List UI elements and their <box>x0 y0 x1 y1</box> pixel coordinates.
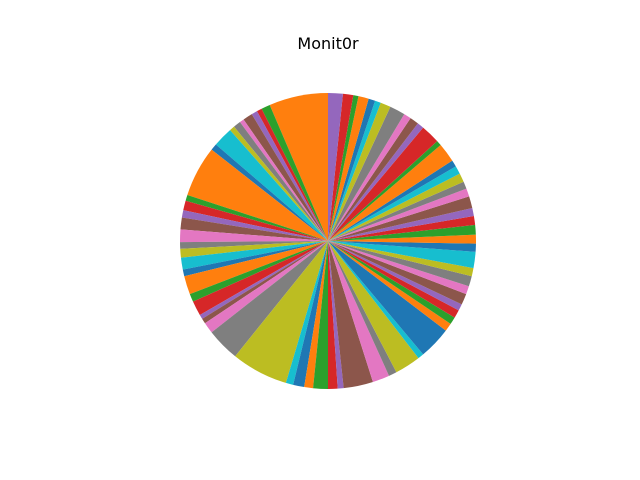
pie-slice <box>183 200 328 241</box>
pie-slice <box>328 241 474 277</box>
pie-slice <box>328 102 391 242</box>
pie-slice <box>179 229 328 243</box>
pie-slice <box>328 93 343 241</box>
pie-slice <box>328 241 455 324</box>
pie-slice <box>199 241 328 319</box>
pie-slice <box>328 216 476 241</box>
pie-slice <box>261 104 328 242</box>
pie-slice <box>328 106 405 241</box>
pie-slice <box>304 241 328 389</box>
pie-slice <box>328 207 474 241</box>
pie-slice <box>328 241 419 373</box>
pie-slice <box>328 98 376 241</box>
pie-slice <box>328 241 467 305</box>
pie-slice <box>328 241 424 359</box>
pie-slice <box>328 241 397 376</box>
pie-slice <box>180 241 328 270</box>
pie-slice <box>204 241 328 333</box>
pie-slice <box>328 241 476 252</box>
pie-slice <box>182 241 328 277</box>
pie-slice <box>184 241 328 295</box>
pie-slices <box>179 93 477 389</box>
pie-slice <box>181 210 328 241</box>
pie-slice <box>328 181 467 241</box>
pie-slice <box>328 241 446 355</box>
pie-slice <box>328 166 460 241</box>
pie-slice <box>193 241 328 315</box>
pie-slice <box>215 130 328 241</box>
chart-title: Monit0r <box>297 34 359 53</box>
pie-slice <box>285 241 328 385</box>
pie-slice <box>239 119 328 241</box>
pie-slice <box>328 114 411 241</box>
pie-slice <box>328 241 472 287</box>
pie-slice <box>211 144 328 241</box>
pie-slice <box>328 173 464 241</box>
pie-slice <box>328 100 381 241</box>
pie-slice <box>180 241 328 258</box>
pie-slice <box>185 194 328 241</box>
pie-slice <box>180 217 328 241</box>
pie-slice <box>251 111 328 242</box>
pie-slice <box>243 114 328 241</box>
pie-slice <box>328 241 459 318</box>
pie-slice <box>211 241 328 357</box>
pie-slice <box>328 196 473 241</box>
pie-slice <box>234 122 328 241</box>
pie-slice <box>328 234 477 244</box>
pie-slice <box>328 241 451 331</box>
pie-slice <box>328 160 456 241</box>
pie-slice <box>328 241 476 269</box>
pie-slice <box>328 188 470 241</box>
pie-slice <box>230 126 328 241</box>
pie-slice <box>328 241 373 389</box>
pie-slice <box>269 93 328 241</box>
pie-slice <box>328 241 390 383</box>
pie-slice <box>328 241 344 389</box>
pie-slice <box>328 145 453 241</box>
pie-slice <box>328 141 441 241</box>
pie-slice <box>202 241 328 324</box>
pie-slice <box>256 108 328 242</box>
pie-slice <box>328 241 469 295</box>
pie-slice <box>328 224 476 241</box>
pie-slice <box>293 241 328 388</box>
pie-slice <box>313 241 328 389</box>
pie-slice <box>180 241 328 249</box>
pie-slice <box>189 241 328 302</box>
pie-slice <box>328 241 462 311</box>
pie-slice <box>328 93 354 241</box>
pie-slice <box>328 118 418 241</box>
pie-slice <box>328 95 359 242</box>
pie-slice <box>187 149 328 241</box>
pie-slice <box>328 127 438 241</box>
pie-slice <box>328 96 369 241</box>
pie-slice <box>328 241 338 389</box>
pie-slice <box>328 123 424 241</box>
pie-slice <box>235 241 328 383</box>
